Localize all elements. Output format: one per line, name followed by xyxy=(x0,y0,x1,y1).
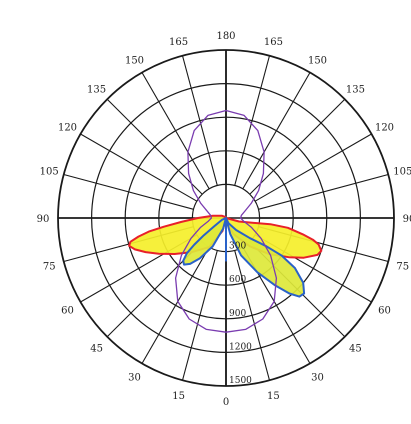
radial-label: 1200 xyxy=(229,342,252,352)
series-inner-lobes xyxy=(182,217,306,298)
grid-spoke-210 xyxy=(141,246,210,364)
angle-label: 30 xyxy=(128,373,141,384)
angle-label: 150 xyxy=(308,56,327,67)
grid-spoke-30 xyxy=(242,72,311,190)
radial-label: 300 xyxy=(229,242,246,252)
grid-spoke-75 xyxy=(258,173,389,210)
angle-label: 165 xyxy=(169,37,188,48)
series-outer-lobes xyxy=(128,214,323,259)
angle-label: 45 xyxy=(349,343,362,354)
angle-label: 90 xyxy=(37,214,50,225)
grid-spoke-285 xyxy=(63,173,194,210)
grid-spoke-330 xyxy=(141,72,210,190)
angle-label: 75 xyxy=(43,261,56,272)
angle-label: 180 xyxy=(216,31,235,42)
angle-label: 165 xyxy=(264,37,283,48)
angle-label: 60 xyxy=(378,306,391,317)
angle-label: 120 xyxy=(58,123,77,134)
angle-label: 150 xyxy=(125,56,144,67)
angle-label: 120 xyxy=(375,123,394,134)
grid-spoke-45 xyxy=(249,98,346,195)
grid-spoke-315 xyxy=(106,98,203,195)
series-purple-curve xyxy=(174,109,278,333)
grid-spoke-15 xyxy=(234,55,271,186)
radial-label: 1500 xyxy=(229,376,252,386)
angle-label: 90 xyxy=(403,214,411,225)
radial-label: 900 xyxy=(229,309,246,319)
grid-spoke-300 xyxy=(80,133,198,202)
angle-label: 135 xyxy=(87,85,106,96)
angle-label: 105 xyxy=(393,167,411,178)
polar-labels: 1801651501351201059075604530150153045607… xyxy=(37,31,411,408)
angle-label: 45 xyxy=(90,343,103,354)
angle-label: 105 xyxy=(40,167,59,178)
grid-spoke-165 xyxy=(234,250,271,381)
grid-spoke-345 xyxy=(181,55,218,186)
angle-label: 0 xyxy=(223,397,229,408)
angle-label: 15 xyxy=(172,391,185,402)
angle-label: 30 xyxy=(311,373,324,384)
angle-label: 75 xyxy=(396,261,409,272)
angle-label: 15 xyxy=(267,391,280,402)
radial-label: 600 xyxy=(229,275,246,285)
grid-spoke-195 xyxy=(181,250,218,381)
angle-label: 135 xyxy=(346,85,365,96)
angle-label: 60 xyxy=(61,306,74,317)
grid-spoke-60 xyxy=(254,133,372,202)
polar-series xyxy=(128,109,323,333)
